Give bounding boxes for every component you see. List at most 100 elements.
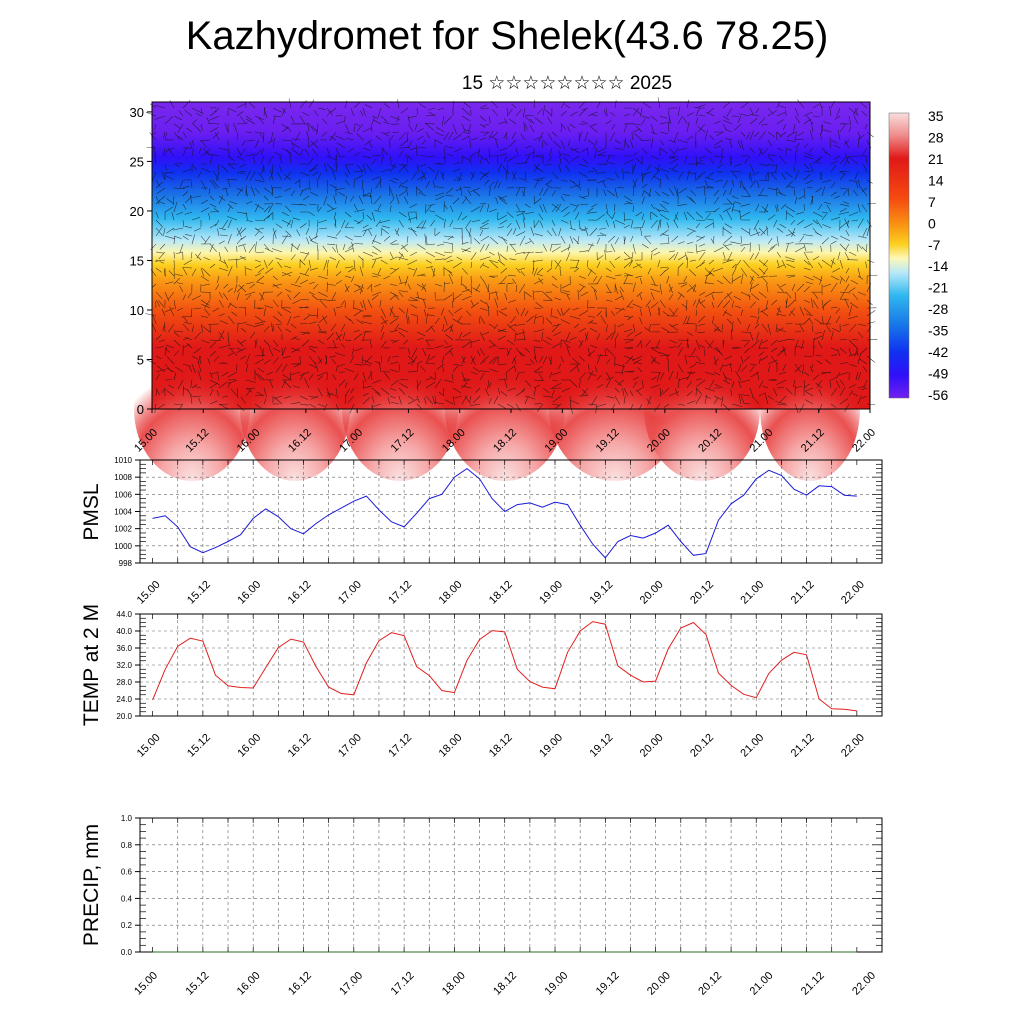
precip-chart-y-tick-label: 0.4 [121,894,133,903]
colorbar-label: 21 [928,151,944,167]
colorbar-label: 14 [928,172,944,188]
temp-chart-x-tick-label: 20.12 [688,732,716,760]
colorbar-label: -14 [928,258,948,274]
colorbar-label: 0 [928,215,936,231]
pmsl-chart-x-tick-label: 20.00 [638,579,666,607]
pmsl-chart-x-tick-label: 16.12 [286,579,314,607]
precip-chart-x-tick-label: 17.12 [389,970,417,998]
precip-chart-x-tick-label: 16.00 [235,970,263,998]
pmsl-chart-series-line [152,467,857,559]
pmsl-chart-x-tick-label: 21.12 [789,579,817,607]
temp-chart-y-tick-label: 28.0 [116,678,132,687]
precip-chart-x-tick-label: 20.12 [696,970,724,998]
heatmap-y-tick-label: 20 [130,204,144,219]
heatmap-y-tick-label: 25 [130,154,144,169]
pmsl-chart-y-tick-label: 1010 [114,456,132,465]
temp-chart-x-tick-label: 15.12 [185,732,213,760]
colorbar-label: -35 [928,323,948,339]
colorbar-label: -42 [928,344,948,360]
heatmap-y-tick-label: 30 [130,105,144,120]
heatmap-panel [134,97,878,481]
wind-vectors [145,97,878,414]
pmsl-chart-x-tick-label: 18.12 [487,579,515,607]
pmsl-chart-y-tick-label: 998 [119,559,133,568]
pmsl-chart-y-tick-label: 1008 [114,473,132,482]
colorbar-label: -21 [928,280,948,296]
precip-chart-x-tick-label: 19.12 [594,970,622,998]
pmsl-chart-x-tick-label: 17.00 [336,579,364,607]
temp-chart-x-tick-label: 21.00 [738,732,766,760]
pmsl-chart-x-tick-label: 15.00 [135,579,163,607]
temp-chart-x-tick-label: 17.00 [336,732,364,760]
heatmap-y-tick-label: 5 [137,352,144,367]
temp-chart-series-line [152,621,857,712]
pmsl-chart-y-tick-label: 1000 [114,542,132,551]
temp-chart-y-tick-label: 32.0 [116,661,132,670]
pmsl-chart-y-axis-label: PMSL [80,483,103,540]
figure-subtitle: 15 ☆☆☆☆☆☆☆☆ 2025 [461,73,673,94]
temp-chart-x-tick-label: 19.12 [587,732,615,760]
precip-chart-x-tick-label: 18.12 [491,970,519,998]
pmsl-chart-panel [135,459,883,564]
colorbar-label: 28 [928,129,944,145]
pmsl-chart-x-tick-label: 15.12 [185,579,213,607]
precip-chart-x-tick-label: 22.00 [850,970,878,998]
pmsl-chart-x-tick-label: 19.12 [587,579,615,607]
heatmap-y-tick-label: 10 [130,303,144,318]
temp-chart-x-tick-label: 16.00 [235,732,263,760]
pmsl-chart-y-tick-label: 1004 [114,508,132,517]
precip-chart-x-tick-label: 15.12 [183,970,211,998]
precip-chart-frame [139,817,883,953]
colorbar [888,112,910,399]
temp-chart-x-tick-label: 19.00 [537,732,565,760]
colorbar-label: 7 [928,194,936,210]
pmsl-chart-x-tick-label: 21.00 [738,579,766,607]
pmsl-chart-x-tick-label: 18.00 [437,579,465,607]
temp-chart-y-tick-label: 20.0 [116,712,132,721]
temp-chart-panel [135,613,883,717]
temp-chart-x-tick-label: 15.00 [135,732,163,760]
temp-chart-x-tick-label: 20.00 [638,732,666,760]
precip-chart-x-tick-label: 17.00 [337,970,365,998]
temp-chart-x-tick-label: 17.12 [386,732,414,760]
precip-chart-x-tick-label: 20.00 [645,970,673,998]
figure-title: Kazhydromet for Shelek(43.6 78.25) [185,14,829,58]
wind-vector [145,97,878,414]
pmsl-chart-y-tick-label: 1006 [114,490,132,499]
temp-chart-x-tick-label: 21.12 [789,732,817,760]
precip-chart-x-tick-label: 21.00 [748,970,776,998]
precip-chart-x-tick-label: 16.12 [286,970,314,998]
pmsl-chart-x-tick-label: 20.12 [688,579,716,607]
precip-chart-x-tick-label: 21.12 [799,970,827,998]
precip-chart-y-tick-label: 0.8 [121,841,133,850]
precip-chart-x-tick-label: 18.00 [440,970,468,998]
heatmap-y-tick-label: 15 [130,253,144,268]
precip-chart-panel [135,817,883,953]
pmsl-chart-x-tick-label: 22.00 [839,579,867,607]
temp-chart-frame [139,613,883,717]
colorbar-label: -7 [928,237,941,253]
temp-chart-y-axis-label: TEMP at 2 M [80,604,103,726]
heatmap-y-tick-label: 0 [137,402,144,417]
precip-chart-y-tick-label: 0.0 [121,948,133,957]
pmsl-chart-x-tick-label: 16.00 [235,579,263,607]
colorbar-label: 35 [928,108,944,124]
colorbar-label: -49 [928,366,948,382]
temp-chart-y-tick-label: 36.0 [116,644,132,653]
precip-chart-y-tick-label: 1.0 [121,814,133,823]
pmsl-chart-frame [139,459,883,564]
pmsl-chart-x-tick-label: 19.00 [537,579,565,607]
precip-chart-y-tick-label: 0.6 [121,868,133,877]
colorbar-label: -28 [928,301,948,317]
pmsl-chart-x-tick-label: 17.12 [386,579,414,607]
temp-chart-x-tick-label: 22.00 [839,732,867,760]
precip-chart-y-tick-label: 0.2 [121,921,133,930]
precip-chart-x-tick-label: 15.00 [132,970,160,998]
temp-chart-x-tick-label: 18.00 [437,732,465,760]
temp-chart-x-tick-label: 18.12 [487,732,515,760]
temp-chart-y-tick-label: 44.0 [116,610,132,619]
temp-chart-y-tick-label: 24.0 [116,695,132,704]
pmsl-chart-y-tick-label: 1002 [114,525,132,534]
